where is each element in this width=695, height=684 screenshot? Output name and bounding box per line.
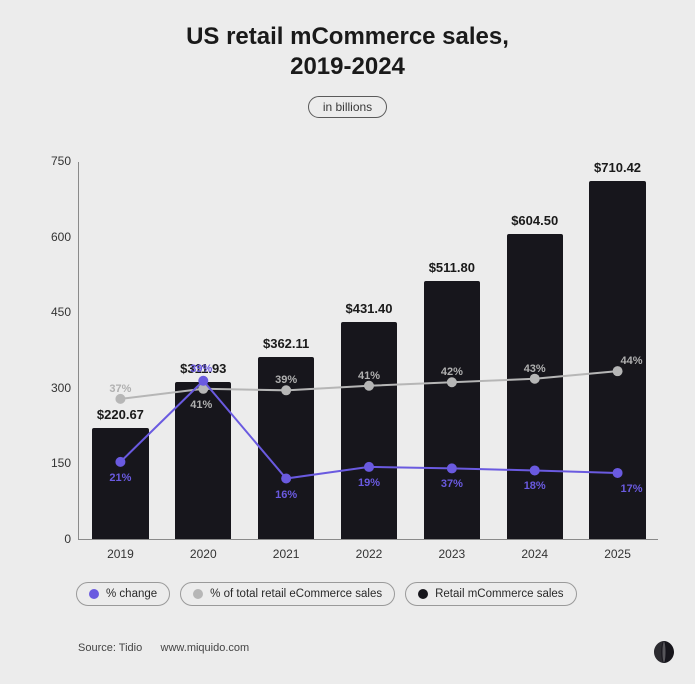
purple-series-label: 16%: [275, 489, 297, 501]
chart-plot-area: $220.67$311.93$362.11$431.40$511.80$604.…: [78, 162, 658, 540]
grey-series-label: 42%: [441, 366, 463, 378]
legend-swatch-icon: [193, 589, 203, 599]
grey-series-marker: [115, 394, 125, 404]
grey-series-label: 41%: [358, 370, 380, 382]
grey-series-label: 39%: [275, 374, 297, 386]
y-tick-label: 300: [51, 381, 71, 395]
purple-series-marker: [115, 457, 125, 467]
purple-series-marker: [198, 376, 208, 386]
legend-label: Retail mCommerce sales: [435, 588, 563, 600]
legend-swatch-icon: [89, 589, 99, 599]
legend-label: % of total retail eCommerce sales: [210, 588, 382, 600]
title-line-2: 2019-2024: [0, 52, 695, 82]
grey-series-label: 43%: [524, 363, 546, 375]
grey-series-marker: [281, 385, 291, 395]
purple-series-marker: [447, 463, 457, 473]
x-tick-label: 2023: [438, 547, 465, 561]
purple-series-label: 18%: [524, 480, 546, 492]
purple-series-label: 17%: [621, 483, 643, 495]
grey-series-label: 44%: [621, 355, 643, 367]
grey-series-label: 41%: [190, 399, 212, 411]
footer-site: www.miquido.com: [161, 642, 250, 654]
purple-series-label: 39%: [190, 363, 212, 375]
legend-swatch-icon: [418, 589, 428, 599]
grey-series-label: 37%: [109, 383, 131, 395]
grey-series-marker: [530, 374, 540, 384]
y-tick-label: 150: [51, 456, 71, 470]
purple-series-label: 19%: [358, 477, 380, 489]
brand-logo-icon: [651, 639, 677, 670]
chart-title: US retail mCommerce sales, 2019-2024: [0, 0, 695, 82]
x-tick-label: 2022: [356, 547, 383, 561]
y-tick-label: 750: [51, 154, 71, 168]
footer: Source: Tidio www.miquido.com: [78, 642, 249, 654]
x-tick-label: 2020: [190, 547, 217, 561]
source-label: Source: Tidio: [78, 642, 142, 654]
legend-item: % of total retail eCommerce sales: [180, 582, 395, 606]
purple-series-marker: [530, 465, 540, 475]
legend-item: Retail mCommerce sales: [405, 582, 576, 606]
legend-label: % change: [106, 588, 157, 600]
x-tick-label: 2019: [107, 547, 134, 561]
subtitle-pill: in billions: [308, 96, 387, 118]
grey-series-marker: [364, 381, 374, 391]
x-tick-label: 2024: [521, 547, 548, 561]
purple-series-marker: [281, 474, 291, 484]
x-tick-label: 2025: [604, 547, 631, 561]
legend: % change % of total retail eCommerce sale…: [76, 582, 577, 606]
grey-series-marker: [613, 366, 623, 376]
legend-item: % change: [76, 582, 170, 606]
purple-series-marker: [613, 468, 623, 478]
purple-series-marker: [364, 462, 374, 472]
title-line-1: US retail mCommerce sales,: [0, 22, 695, 52]
y-tick-label: 600: [51, 230, 71, 244]
purple-series-label: 21%: [109, 472, 131, 484]
grey-series-marker: [447, 377, 457, 387]
x-tick-label: 2021: [273, 547, 300, 561]
purple-series-label: 37%: [441, 478, 463, 490]
y-tick-label: 0: [64, 532, 71, 546]
y-tick-label: 450: [51, 305, 71, 319]
